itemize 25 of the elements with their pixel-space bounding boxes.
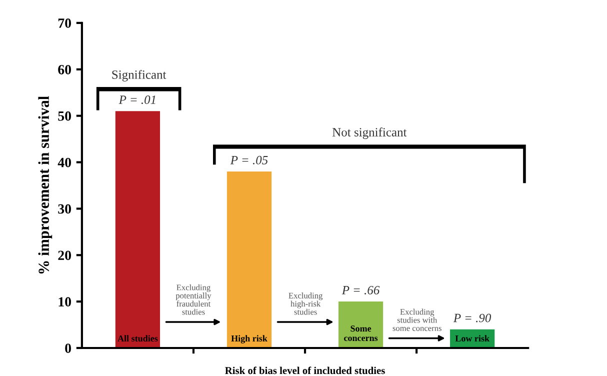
y-tick-label: 60 [58, 64, 71, 74]
y-tick-label: 20 [58, 250, 71, 260]
x-tick-label: All studies [118, 335, 158, 342]
annotation: P = .05 [230, 156, 268, 164]
y-tick-label: 10 [58, 297, 71, 307]
x-tick-label: Some concerns [344, 326, 378, 342]
annotation: Not significant [332, 128, 407, 140]
annotation: P = .01 [118, 96, 156, 104]
annotation: Excluding studies with some concerns [392, 308, 442, 331]
y-axis-title: % improvement in survival [38, 96, 52, 274]
y-tick-label: 40 [58, 158, 71, 168]
y-tick-label: 30 [58, 204, 71, 214]
bar [226, 172, 272, 348]
y-tick-label: 50 [58, 111, 71, 121]
annotation: P = .66 [342, 286, 380, 294]
y-tick-label: 0 [65, 344, 71, 353]
x-tick-label: Low risk [455, 335, 490, 342]
x-tick-label: High risk [231, 335, 268, 344]
annotation: P = .90 [453, 314, 492, 322]
annotation: Excluding high-risk studies [288, 292, 323, 315]
y-tick-label: 70 [58, 18, 71, 28]
annotation: Significant [112, 70, 166, 82]
x-axis-title: Risk of bias level of included studies [225, 366, 385, 374]
bar [338, 302, 384, 348]
annotation: Excluding potentially fraudulent studies [176, 284, 212, 315]
